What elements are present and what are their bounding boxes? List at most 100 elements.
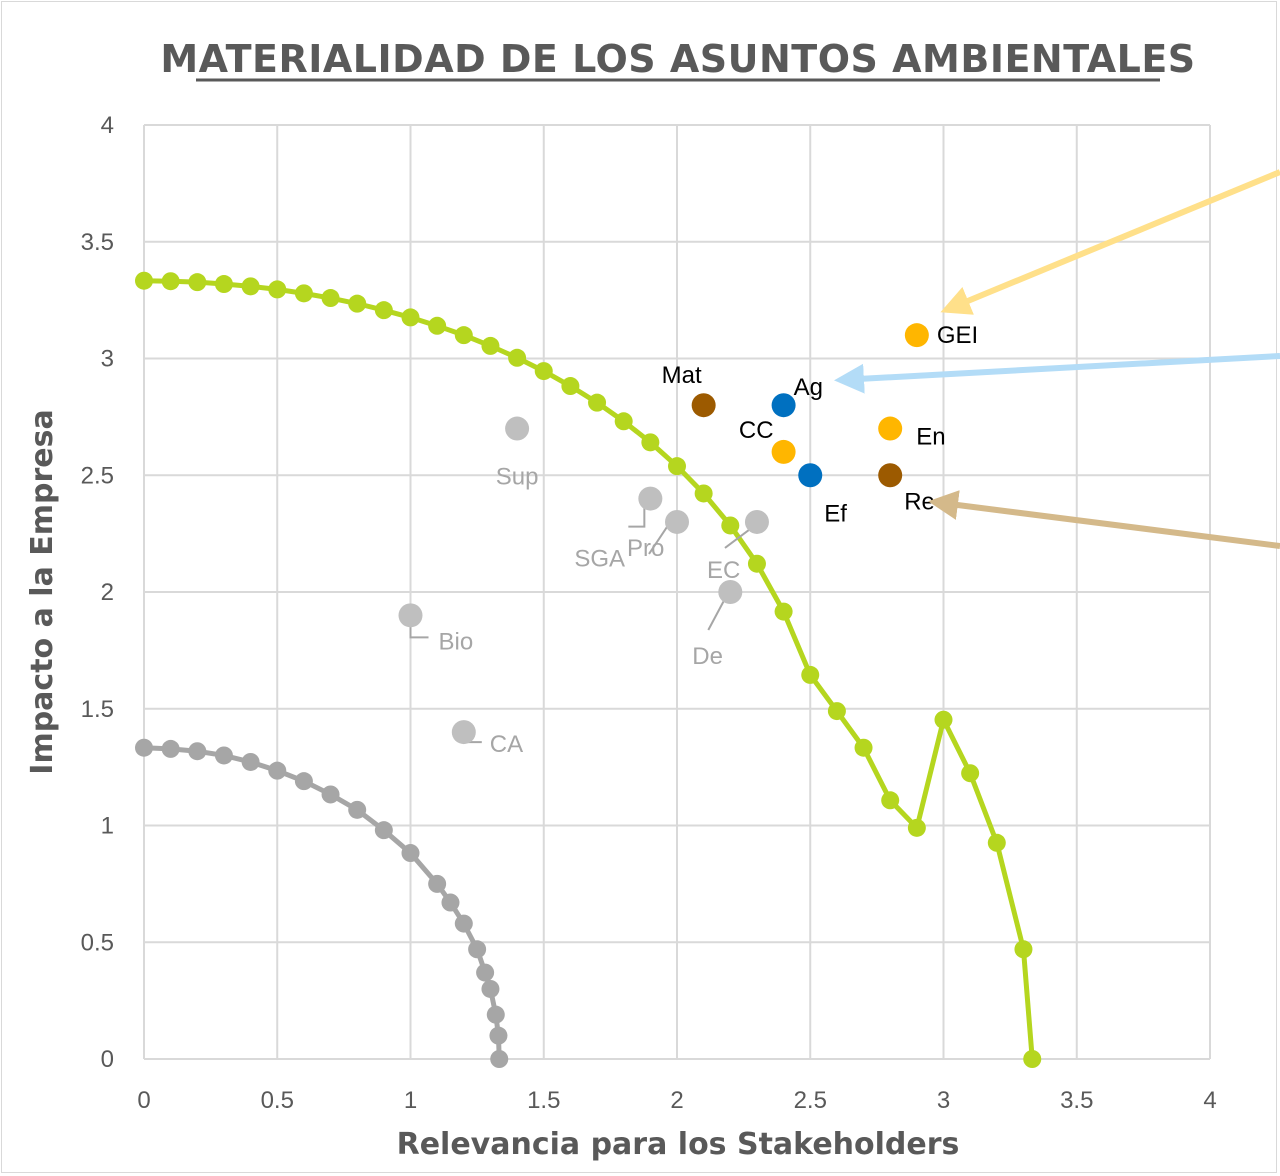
green-curve-marker: [721, 516, 740, 535]
x-tick-label: 2: [670, 1087, 683, 1114]
x-tick-label: 1: [404, 1087, 417, 1114]
green-curve-marker: [774, 602, 793, 621]
green-curve-marker: [1014, 940, 1033, 959]
green-curve-marker: [987, 833, 1006, 852]
green-curve-marker: [694, 484, 713, 503]
y-tick-label: 0.5: [81, 929, 114, 956]
x-tick-label: 0: [137, 1087, 150, 1114]
grey-curve-marker: [476, 963, 495, 982]
point-label-ec: EC: [707, 557, 740, 584]
point-ag: [771, 393, 796, 418]
y-tick-labels: 0 0.5 1 1.5 2 2.5 3 3.5 4: [81, 112, 114, 1073]
point-pro: [665, 509, 689, 534]
threshold-curves: [135, 271, 1042, 1068]
annotation-arrows: [834, 169, 1280, 549]
point-ca: [451, 720, 476, 745]
grey-curve-marker: [490, 1050, 509, 1068]
leader-line-sga: [628, 506, 646, 528]
x-tick-label: 2.5: [794, 1087, 827, 1114]
green-curve-marker: [241, 277, 260, 296]
green-curve-marker: [881, 791, 900, 810]
point-label-pro: Pro: [627, 535, 664, 562]
green-curve-marker: [214, 275, 233, 294]
green-curve-marker: [481, 336, 500, 355]
point-label-mat: Mat: [662, 362, 702, 389]
point-en: [878, 416, 903, 441]
grey-curve-marker: [161, 739, 180, 758]
x-tick-label: 4: [1203, 1087, 1216, 1114]
green-curve-marker: [161, 272, 180, 291]
point-label-en: En: [916, 424, 945, 451]
arrow-yellow: [940, 169, 1280, 315]
arrow-tan: [928, 490, 1280, 549]
green-curve-marker: [294, 284, 313, 303]
grey-curve-marker: [294, 772, 313, 791]
grey-curve-marker: [135, 738, 153, 757]
leader-line-pro: [648, 523, 670, 555]
grey-curve-marker: [348, 800, 367, 819]
point-bio: [398, 603, 423, 628]
leader-line-de: [707, 599, 726, 631]
green-curve-marker: [668, 457, 686, 476]
green-curve-marker: [348, 294, 367, 313]
y-tick-label: 0: [101, 1046, 114, 1073]
leader-line-ec: [724, 529, 750, 549]
point-label-sup: Sup: [496, 464, 539, 491]
grey-curve-marker: [401, 844, 420, 863]
green-curve-marker: [188, 273, 207, 292]
grey-curve-marker: [374, 821, 393, 840]
data-points: [398, 323, 929, 745]
x-axis-title: Relevancia para los Stakeholders: [397, 1127, 960, 1162]
point-sup: [505, 416, 530, 441]
point-label-bio: Bio: [439, 628, 474, 655]
grey-curve-marker: [441, 893, 460, 912]
green-curve-marker: [534, 362, 553, 381]
point-label-re: Re: [904, 488, 935, 515]
point-sga: [638, 486, 663, 511]
green-curve-marker: [374, 301, 393, 320]
green-curve-marker: [614, 412, 633, 431]
x-tick-label: 0.5: [261, 1087, 294, 1114]
point-de: [718, 580, 743, 604]
grey-curve-marker: [188, 742, 207, 761]
y-tick-label: 2: [101, 579, 114, 606]
green-curve-marker: [854, 738, 873, 757]
green-curve-marker: [321, 289, 340, 308]
green-curve-marker: [641, 433, 660, 452]
green-curve-marker: [268, 280, 287, 299]
green-curve-marker: [454, 326, 473, 345]
green-curve-marker: [747, 554, 766, 573]
x-tick-label: 3: [937, 1087, 950, 1114]
green-curve-marker: [135, 271, 153, 290]
green-curve-marker: [428, 316, 447, 335]
point-ef: [798, 463, 823, 488]
point-label-de: De: [692, 643, 723, 670]
green-curve-marker: [961, 764, 980, 783]
x-tick-label: 3.5: [1060, 1087, 1093, 1114]
y-tick-label: 2.5: [81, 462, 114, 489]
green-curve-marker: [508, 348, 527, 367]
green-curve-marker: [561, 377, 580, 396]
green-curve-marker: [934, 710, 953, 729]
gridlines: [143, 124, 1211, 1060]
grey-curve-marker: [489, 1026, 508, 1045]
grey-curve-marker: [454, 914, 473, 933]
green-curve-marker: [801, 665, 820, 684]
leader-lines: [409, 506, 750, 744]
arrow-blue: [834, 353, 1280, 394]
green-curve-marker: [1023, 1050, 1042, 1068]
point-re: [878, 463, 903, 488]
grey-curve-marker: [486, 1005, 505, 1024]
point-label-gei: GEI: [937, 322, 978, 349]
point-cc: [771, 439, 796, 464]
green-curve-marker: [907, 818, 926, 837]
leader-line-bio: [409, 623, 429, 639]
green-curve-marker: [401, 308, 420, 327]
point-label-ef: Ef: [824, 500, 847, 527]
point-label-ca: CA: [490, 731, 523, 758]
grey-curve-marker: [241, 752, 260, 771]
point-label-sga: SGA: [574, 546, 625, 573]
y-tick-label: 1: [101, 813, 114, 840]
